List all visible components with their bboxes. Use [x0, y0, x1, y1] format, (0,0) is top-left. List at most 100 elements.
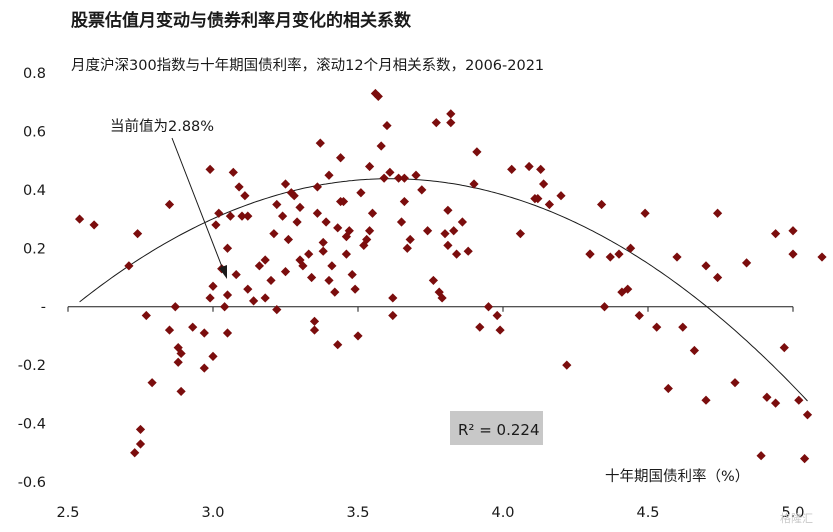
data-point [507, 164, 517, 175]
x-tick-label: 2.5 [56, 505, 79, 521]
data-point [225, 211, 235, 221]
data-point [689, 345, 699, 356]
data-point [597, 199, 607, 210]
data-point [324, 275, 334, 286]
data-point [176, 348, 186, 359]
data-point [341, 232, 351, 242]
data-point [309, 325, 320, 335]
data-point [260, 255, 270, 265]
data-point [220, 302, 230, 312]
data-point [292, 217, 302, 227]
data-point [344, 226, 354, 236]
y-tick-label: 0.8 [23, 66, 46, 82]
data-point [652, 322, 662, 332]
data-point [617, 287, 627, 297]
data-point [283, 234, 293, 245]
data-point [222, 243, 233, 253]
data-point [365, 226, 375, 236]
data-point [173, 357, 183, 367]
data-point [350, 284, 360, 294]
data-point [373, 91, 383, 101]
data-point [599, 302, 610, 312]
data-point [379, 173, 389, 183]
data-point [713, 208, 723, 218]
data-point [437, 293, 447, 303]
data-point [214, 208, 224, 218]
annotation-arrow-line [171, 137, 225, 273]
data-point [280, 179, 291, 189]
y-tick-label: -0.6 [18, 475, 46, 491]
data-point [315, 138, 325, 148]
data-point [309, 316, 320, 326]
data-point [762, 392, 772, 402]
data-point [771, 398, 781, 408]
data-point [399, 196, 409, 207]
data-point [483, 302, 494, 312]
data-point [533, 194, 543, 204]
data-point [475, 322, 485, 332]
data-point [298, 261, 308, 271]
data-point [269, 229, 279, 239]
data-point [802, 410, 813, 420]
data-point [356, 188, 366, 198]
data-point [176, 386, 186, 397]
data-point [130, 448, 140, 458]
data-point [188, 322, 198, 332]
data-point [278, 211, 288, 221]
data-point [539, 179, 549, 189]
data-point [222, 290, 233, 300]
data-point [254, 261, 264, 271]
y-tick-label: -0.4 [18, 417, 46, 433]
data-point [243, 284, 253, 294]
trend-layer [79, 178, 808, 402]
y-tick-label: - [41, 300, 46, 316]
data-point [396, 217, 407, 227]
data-point [199, 363, 209, 373]
data-point [237, 211, 247, 221]
y-tick-label: 0.4 [23, 183, 46, 199]
data-point [449, 226, 459, 236]
data-point [321, 217, 331, 227]
data-point [492, 310, 502, 321]
data-point [730, 378, 740, 388]
data-point [286, 188, 296, 198]
x-tick-label: 4.0 [491, 505, 514, 521]
data-point [362, 234, 372, 245]
data-point [434, 287, 444, 297]
data-point [742, 258, 752, 268]
chart-subtitle: 月度沪深300指数与十年期国债利率，滚动12个月相关系数，2006-2021 [71, 57, 544, 74]
data-point [208, 351, 218, 361]
data-point [800, 454, 810, 464]
data-point [133, 229, 143, 239]
data-point [205, 164, 215, 175]
data-point [756, 451, 766, 461]
data-point [272, 305, 282, 315]
data-point [605, 252, 615, 262]
data-point [614, 249, 624, 259]
x-axis-label: 十年期国债利率（%） [605, 468, 749, 485]
x-axis: 2.5 3.0 3.5 4.0 4.5 5.0 [56, 306, 805, 521]
data-point [164, 325, 175, 335]
data-point [289, 191, 299, 201]
data-point [164, 199, 175, 210]
data-point [817, 252, 827, 262]
r-squared-background [450, 411, 543, 445]
trend-curve [79, 178, 808, 402]
data-point [135, 424, 146, 435]
data-point [307, 272, 317, 283]
data-point [457, 217, 467, 227]
x-tick-label: 3.0 [201, 505, 224, 521]
data-point [663, 383, 673, 394]
data-point [231, 269, 241, 280]
data-point [243, 211, 253, 221]
data-point [495, 325, 505, 335]
data-point [312, 208, 322, 218]
data-point [318, 237, 328, 248]
y-axis: 0.8 0.6 0.4 0.2 - -0.2 -0.4 -0.6 [18, 66, 46, 491]
data-point [788, 249, 798, 259]
r-squared-box: R² = 0.224 [450, 411, 543, 445]
data-point [701, 395, 711, 405]
data-point [515, 229, 525, 239]
data-point [411, 170, 421, 180]
